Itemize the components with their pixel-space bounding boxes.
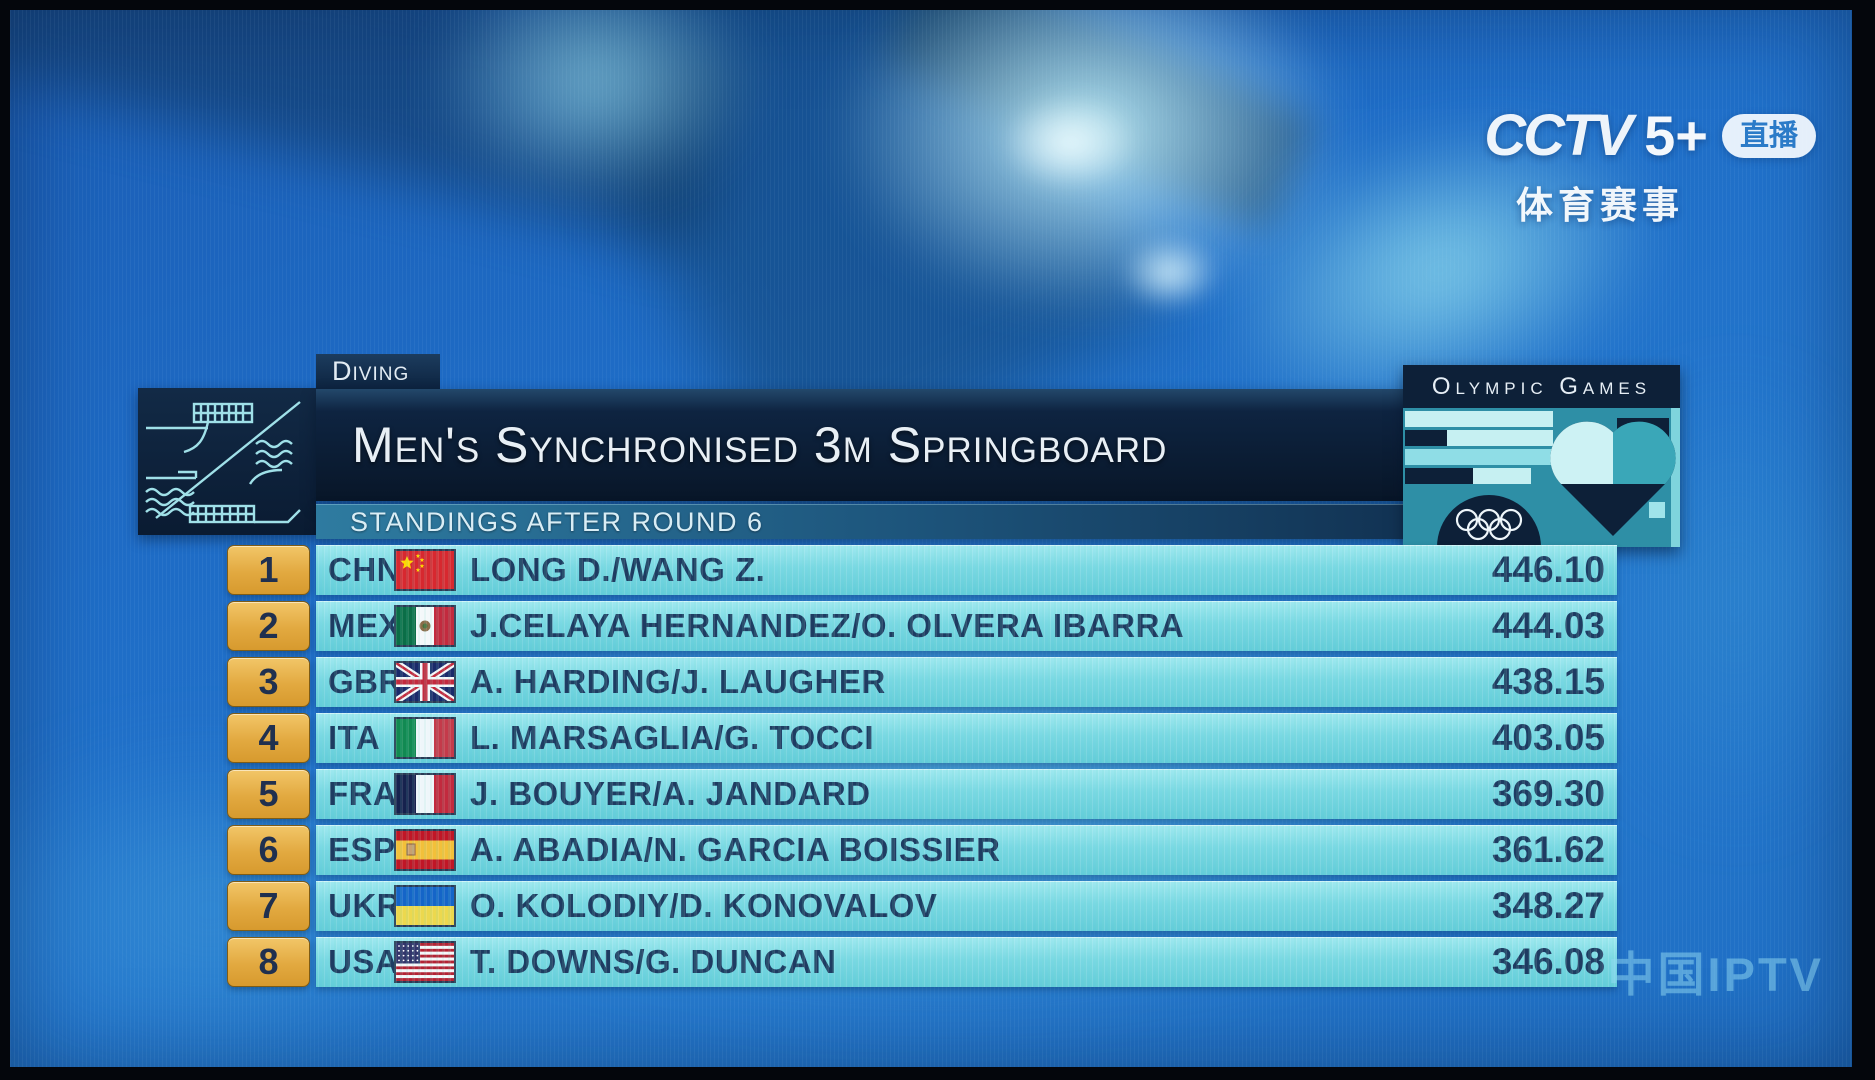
olympic-rings-icon bbox=[1455, 508, 1523, 541]
country-code: USA bbox=[328, 943, 400, 980]
athlete-names: A. HARDING/J. LAUGHER bbox=[470, 663, 886, 700]
flag-ita-icon bbox=[394, 717, 456, 759]
rank-badge: 7 bbox=[227, 881, 310, 931]
background-light-patch bbox=[430, 10, 760, 200]
rank-number: 6 bbox=[258, 829, 279, 870]
event-title: Men's Synchronised 3m Springboard bbox=[352, 417, 1168, 473]
team-score: 403.05 bbox=[1491, 717, 1605, 758]
team-score: 369.30 bbox=[1491, 773, 1605, 814]
background-diving-board-shadow bbox=[883, 10, 1317, 231]
team-row-panel: MEX J.CELAYA HERNANDEZ/O. OLVERA IBARRA … bbox=[316, 601, 1617, 651]
live-badge: 直播 bbox=[1721, 113, 1816, 158]
standings-row: 4 ITA L. MARSAGLIA/G. TOCCI 403.05 bbox=[10, 713, 1852, 763]
standings-row: 7 UKR O. KOLODIY/D. KONOVALOV 348.27 bbox=[10, 881, 1852, 931]
iptv-watermark: 中国IPTV bbox=[1607, 948, 1824, 1001]
team-score: 438.15 bbox=[1491, 661, 1605, 702]
standings-row: 1 CHN LONG D./WANG Z. 446.10 bbox=[10, 545, 1852, 595]
flag-gbr-icon bbox=[394, 661, 456, 703]
cctv-logo-text: CCTV bbox=[1484, 103, 1633, 168]
standings-subtitle: STANDINGS AFTER ROUND 6 bbox=[350, 506, 764, 537]
team-row-panel: FRA J. BOUYER/A. JANDARD 369.30 bbox=[316, 769, 1617, 819]
standings-row: 6 ESP A. ABADIA/N. GARCIA BOISSIER 361.6… bbox=[10, 825, 1852, 875]
sport-tab-label: Diving bbox=[332, 356, 410, 386]
rank-badge: 3 bbox=[227, 657, 310, 707]
country-code: MEX bbox=[328, 607, 402, 644]
team-row-panel: UKR O. KOLODIY/D. KONOVALOV 348.27 bbox=[316, 881, 1617, 931]
diving-pictogram-panel bbox=[138, 388, 316, 535]
team-score: 346.08 bbox=[1491, 941, 1605, 982]
athlete-names: J.CELAYA HERNANDEZ/O. OLVERA IBARRA bbox=[470, 607, 1185, 644]
team-row-panel: ESP A. ABADIA/N. GARCIA BOISSIER 361.62 bbox=[316, 825, 1617, 875]
flag-usa-icon bbox=[394, 941, 456, 983]
country-code: ESP bbox=[328, 831, 396, 868]
background-shadow-streak bbox=[10, 10, 743, 252]
flag-ukr-icon bbox=[394, 885, 456, 927]
olympic-look-graphic bbox=[1403, 408, 1680, 547]
country-code: FRA bbox=[328, 775, 398, 812]
country-code: ITA bbox=[328, 719, 381, 756]
flag-mex-icon bbox=[394, 605, 456, 647]
team-score: 444.03 bbox=[1491, 605, 1605, 646]
channel-subtitle: 体育赛事 bbox=[1516, 185, 1684, 226]
team-row-panel: USA T. DOWNS/G. DUNCAN 346.08 bbox=[316, 937, 1617, 987]
channel-logo: CCTV 5+ 直播 体育赛事 bbox=[1484, 102, 1816, 229]
rank-number: 8 bbox=[258, 941, 279, 982]
team-row-panel: CHN LONG D./WANG Z. 446.10 bbox=[316, 545, 1617, 595]
standings-row: 3 GBR A. HARDING/J. LAUGHER 438.15 bbox=[10, 657, 1852, 707]
athlete-names: T. DOWNS/G. DUNCAN bbox=[470, 943, 837, 980]
team-score: 361.62 bbox=[1491, 829, 1605, 870]
rank-number: 5 bbox=[258, 773, 279, 814]
rank-number: 7 bbox=[258, 885, 279, 926]
rank-number: 1 bbox=[258, 549, 279, 590]
rank-badge: 5 bbox=[227, 769, 310, 819]
team-row-panel: GBR A. HARDING/J. LAUGHER 438.15 bbox=[316, 657, 1617, 707]
athlete-names: J. BOUYER/A. JANDARD bbox=[470, 775, 871, 812]
olympic-games-panel: Olympic Games bbox=[1403, 365, 1680, 547]
flag-chn-icon bbox=[394, 549, 456, 591]
standings-row: 2 MEX J.CELAYA HERNANDEZ/O. OLVERA IBARR… bbox=[10, 601, 1852, 651]
event-title-bar: Men's Synchronised 3m Springboard bbox=[316, 389, 1617, 501]
rank-badge: 6 bbox=[227, 825, 310, 875]
athlete-names: LONG D./WANG Z. bbox=[470, 551, 766, 588]
rank-badge: 8 bbox=[227, 937, 310, 987]
rank-number: 4 bbox=[258, 717, 279, 758]
background-bright-spot bbox=[1000, 95, 1140, 190]
video-frame: CCTV 5+ 直播 体育赛事 bbox=[10, 10, 1852, 1067]
team-score: 446.10 bbox=[1491, 549, 1605, 590]
rank-badge: 4 bbox=[227, 713, 310, 763]
background-light-patch bbox=[830, 10, 1350, 320]
rank-number: 2 bbox=[258, 605, 279, 646]
team-row-panel: ITA L. MARSAGLIA/G. TOCCI 403.05 bbox=[316, 713, 1617, 763]
team-score: 348.27 bbox=[1491, 885, 1605, 926]
flag-fra-icon bbox=[394, 773, 456, 815]
rank-number: 3 bbox=[258, 661, 279, 702]
athlete-names: L. MARSAGLIA/G. TOCCI bbox=[470, 719, 875, 756]
olympic-games-header: Olympic Games bbox=[1403, 365, 1680, 408]
sport-tab: Diving bbox=[316, 354, 440, 389]
country-code: CHN bbox=[328, 551, 401, 588]
country-code: GBR bbox=[328, 663, 403, 700]
channel-number: 5+ bbox=[1644, 104, 1708, 167]
background-bright-spot bbox=[1120, 235, 1220, 310]
flag-esp-icon bbox=[394, 829, 456, 871]
olympic-games-label: Olympic Games bbox=[1431, 372, 1652, 400]
diving-pictogram-icon bbox=[145, 401, 301, 524]
athlete-names: O. KOLODIY/D. KONOVALOV bbox=[470, 887, 938, 924]
standings-row: 8 USA T. DOWNS/G. DUNCAN 346.08 bbox=[10, 937, 1852, 987]
rank-badge: 1 bbox=[227, 545, 310, 595]
rank-badge: 2 bbox=[227, 601, 310, 651]
country-code: UKR bbox=[328, 887, 401, 924]
athlete-names: A. ABADIA/N. GARCIA BOISSIER bbox=[470, 831, 1001, 868]
standings-row: 5 FRA J. BOUYER/A. JANDARD 369.30 bbox=[10, 769, 1852, 819]
standings-subtitle-bar: STANDINGS AFTER ROUND 6 bbox=[316, 504, 1617, 539]
